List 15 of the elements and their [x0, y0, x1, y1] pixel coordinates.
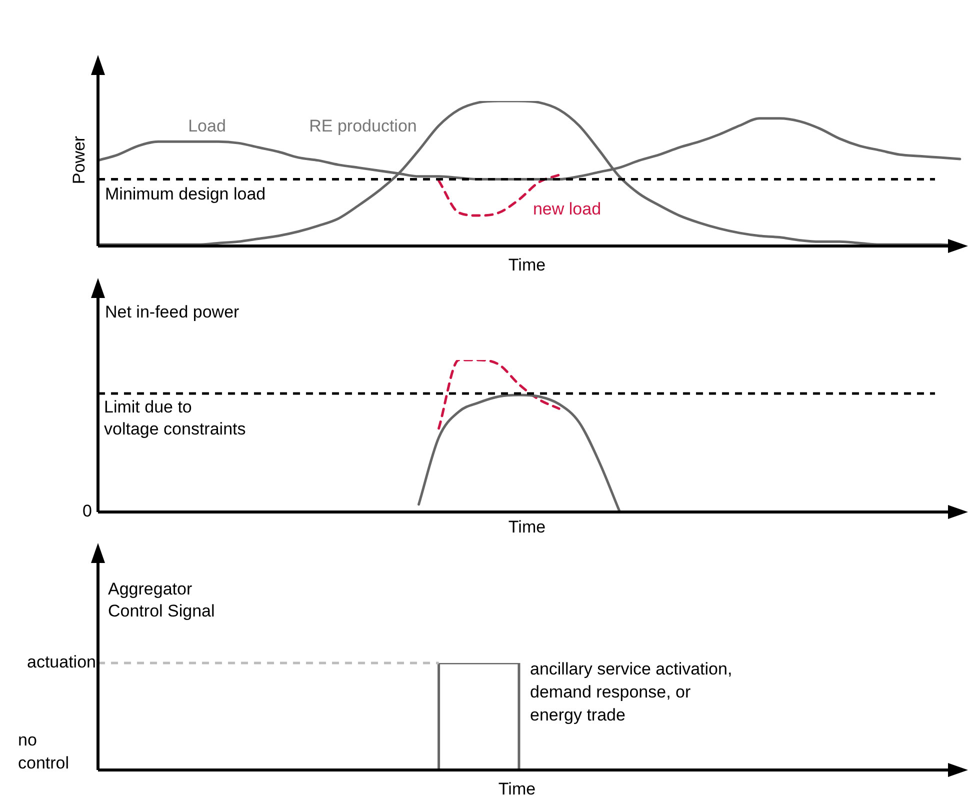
x-axis-title: Time	[508, 518, 546, 537]
y-axis-title: Power	[70, 136, 89, 184]
ref-line-label: Minimum design load	[105, 184, 266, 204]
y-axis-title: Aggregator Control Signal	[108, 580, 215, 621]
annotation: ancillary service activation, demand response, or energy trade	[530, 660, 732, 725]
x-axis-title: Time	[508, 256, 546, 275]
text: actuation	[27, 652, 96, 672]
x-axis-title: Time	[498, 780, 536, 799]
series-label: new load	[532, 200, 602, 219]
y-axis-title: Net in-feed power	[105, 302, 240, 322]
series-label: RE production	[309, 116, 417, 136]
series-label: Load	[188, 116, 226, 136]
text: 0	[82, 502, 92, 521]
text: no control	[18, 730, 70, 773]
ref-line-label: Limit due to voltage constraints	[104, 398, 246, 439]
